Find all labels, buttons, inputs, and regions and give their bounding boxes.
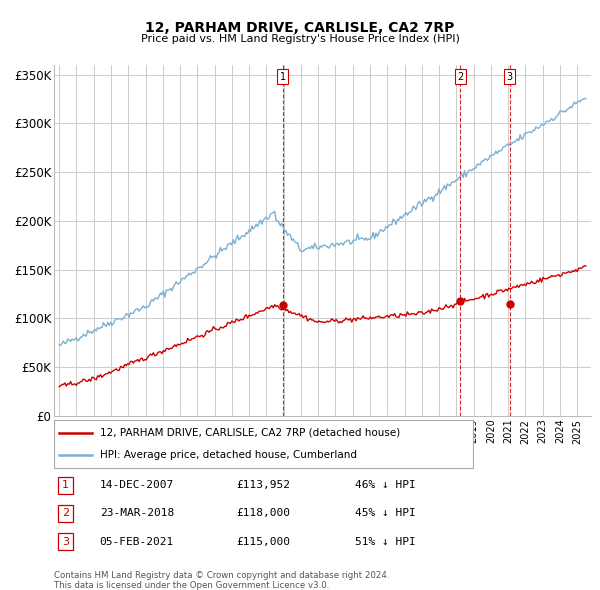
Text: £118,000: £118,000 [236, 509, 290, 519]
Text: 2: 2 [457, 71, 463, 81]
Text: 23-MAR-2018: 23-MAR-2018 [100, 509, 174, 519]
Text: 51% ↓ HPI: 51% ↓ HPI [355, 536, 415, 546]
Text: 2: 2 [62, 509, 70, 519]
Text: 12, PARHAM DRIVE, CARLISLE, CA2 7RP (detached house): 12, PARHAM DRIVE, CARLISLE, CA2 7RP (det… [100, 428, 400, 438]
Text: 1: 1 [62, 480, 70, 490]
Text: HPI: Average price, detached house, Cumberland: HPI: Average price, detached house, Cumb… [100, 450, 356, 460]
Text: 3: 3 [62, 536, 70, 546]
Text: 3: 3 [506, 71, 513, 81]
Text: £115,000: £115,000 [236, 536, 290, 546]
Text: 14-DEC-2007: 14-DEC-2007 [100, 480, 174, 490]
FancyBboxPatch shape [54, 420, 473, 468]
Text: 46% ↓ HPI: 46% ↓ HPI [355, 480, 415, 490]
Text: 1: 1 [280, 71, 286, 81]
Text: 05-FEB-2021: 05-FEB-2021 [100, 536, 174, 546]
Text: This data is licensed under the Open Government Licence v3.0.: This data is licensed under the Open Gov… [54, 581, 329, 590]
Text: 45% ↓ HPI: 45% ↓ HPI [355, 509, 415, 519]
Text: Price paid vs. HM Land Registry's House Price Index (HPI): Price paid vs. HM Land Registry's House … [140, 34, 460, 44]
Text: £113,952: £113,952 [236, 480, 290, 490]
Text: Contains HM Land Registry data © Crown copyright and database right 2024.: Contains HM Land Registry data © Crown c… [54, 571, 389, 579]
Text: 12, PARHAM DRIVE, CARLISLE, CA2 7RP: 12, PARHAM DRIVE, CARLISLE, CA2 7RP [145, 21, 455, 35]
